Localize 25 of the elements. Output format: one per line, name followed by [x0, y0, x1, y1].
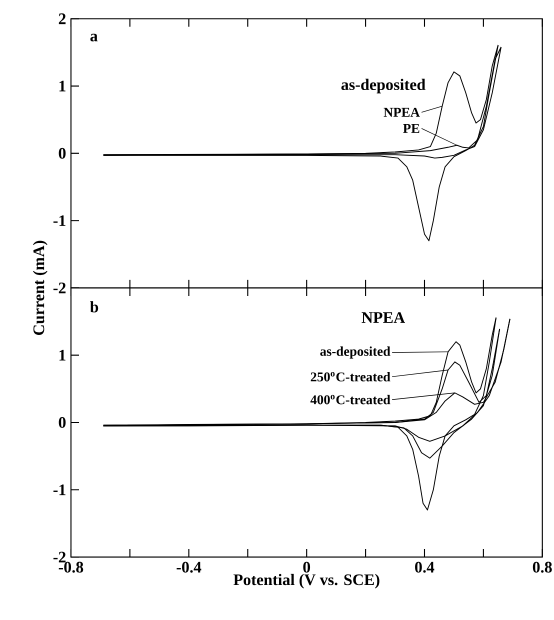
y-tick-label: 2 — [58, 13, 66, 24]
y-tick-label: -1 — [53, 215, 66, 226]
x-tick-label: 0.4 — [414, 562, 434, 573]
y-tick-label: -1 — [53, 484, 66, 496]
y-tick-label: -2 — [53, 552, 66, 562]
x-tick-label: -0.8 — [58, 562, 83, 573]
legend-label: as-deposited — [320, 346, 390, 359]
annotation: a — [90, 34, 98, 42]
x-tick-label: -0.4 — [176, 562, 202, 573]
legend-label: PE — [402, 124, 420, 133]
x-axis-title: Potential (V vs. SCE) — [233, 574, 380, 588]
y-tick-label: 1 — [59, 80, 66, 92]
y-tick-label: 0 — [58, 417, 66, 428]
x-tick-label: 0 — [303, 562, 310, 573]
x-tick-label: 0.8 — [532, 562, 552, 573]
legend-label: 250$^{o}$C-treated — [310, 372, 390, 382]
y-tick-label: 0 — [58, 148, 66, 159]
y-tick-label: -2 — [53, 282, 66, 294]
legend-label: NPEA — [384, 108, 420, 117]
annotation: NPEA — [362, 312, 405, 323]
legend-label: 400$^{o}$C-treated — [310, 394, 390, 404]
annotation: b — [90, 301, 98, 312]
annotation: as-deposited — [341, 78, 426, 94]
y-tick-label: 1 — [59, 350, 66, 360]
y-axis-title: Current (mA) — [32, 240, 48, 335]
